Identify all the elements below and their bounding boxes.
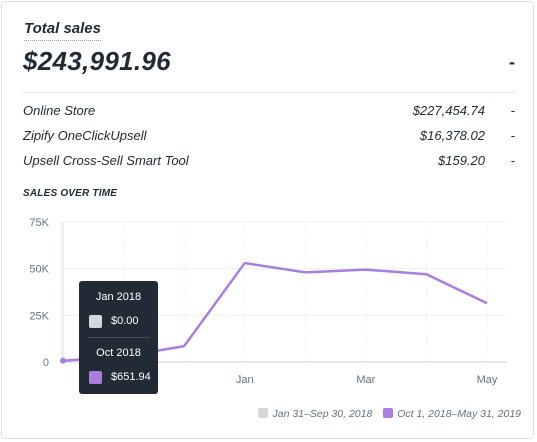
channel-name: Zipify OneClickUpsell — [23, 128, 147, 143]
chart-tooltip: Jan 2018 $0.00 Oct 2018 $651.94 — [79, 281, 158, 394]
legend-label-previous: Oct 1, 2018–May 31, 2019 — [397, 408, 521, 420]
channel-change: - — [510, 128, 515, 143]
sales-channel-row: Online Store $227,454.74 - — [23, 103, 515, 121]
total-sales-value: $243,991.96 — [23, 46, 171, 76]
tooltip-current-value: $0.00 — [111, 315, 139, 327]
legend-label-current: Jan 31–Sep 30, 2018 — [272, 408, 373, 420]
sales-channel-row: Zipify OneClickUpsell $16,378.02 - — [23, 128, 515, 146]
card-title[interactable]: Total sales — [24, 20, 101, 41]
x-tick-label: Mar — [356, 374, 375, 386]
previous-series-swatch — [89, 371, 102, 384]
legend-item-previous[interactable]: Oct 1, 2018–May 31, 2019 — [383, 408, 521, 420]
y-tick-label: 50K — [29, 264, 49, 276]
current-series-swatch — [89, 315, 102, 328]
legend-swatch-current — [258, 408, 269, 418]
x-tick-label: Jan — [236, 374, 254, 386]
data-point — [60, 357, 66, 364]
legend-item-current[interactable]: Jan 31–Sep 30, 2018 — [258, 408, 372, 420]
channel-value: $227,454.74 — [412, 103, 485, 118]
chart-legend: Jan 31–Sep 30, 2018 Oct 1, 2018–May 31, … — [250, 408, 521, 420]
channel-change: - — [510, 103, 515, 118]
y-tick-label: 75K — [29, 217, 49, 229]
divider — [23, 92, 515, 93]
legend-swatch-previous — [383, 408, 394, 418]
sales-channel-row: Upsell Cross-Sell Smart Tool $159.20 - — [23, 153, 515, 171]
x-tick-label: May — [477, 374, 498, 386]
y-axis: 75K 50K 25K 0 — [29, 217, 49, 369]
tooltip-previous-label: Oct 2018 — [96, 347, 141, 359]
tooltip-current-label: Jan 2018 — [95, 291, 142, 303]
channel-change: - — [510, 153, 515, 168]
y-axis-line — [61, 222, 64, 362]
x-axis: Jan Mar May — [236, 374, 498, 386]
channel-name: Online Store — [23, 103, 96, 118]
channel-value: $16,378.02 — [419, 128, 485, 143]
tooltip-previous-value: $651.94 — [111, 371, 151, 383]
y-tick-label: 25K — [29, 310, 49, 322]
channel-value: $159.20 — [438, 153, 485, 168]
chart-title: SALES OVER TIME — [23, 188, 118, 199]
y-tick-label: 0 — [43, 357, 49, 369]
channel-name: Upsell Cross-Sell Smart Tool — [23, 153, 189, 168]
total-sales-change: - — [509, 52, 515, 72]
tooltip-divider — [87, 337, 150, 338]
